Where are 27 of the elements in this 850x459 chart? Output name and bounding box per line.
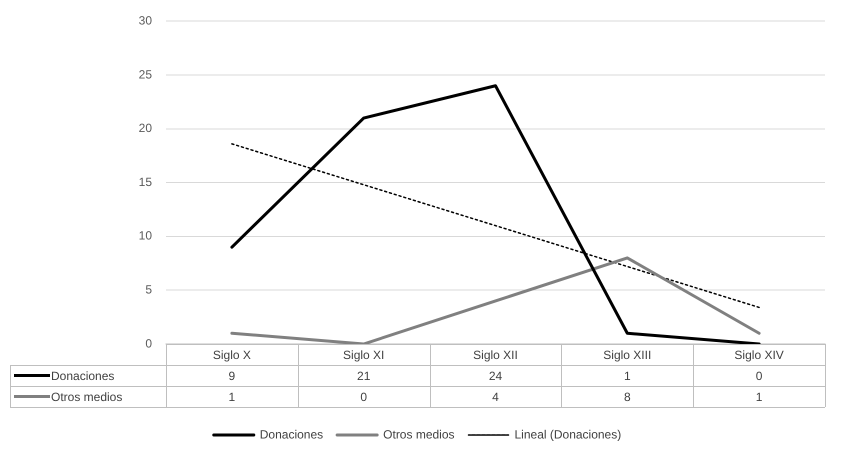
legend-label: Otros medios xyxy=(383,427,455,442)
data-label: 0 xyxy=(360,390,368,404)
y-tick-label: 10 xyxy=(138,228,152,243)
data-label: 0 xyxy=(756,368,763,383)
data-label: 9 xyxy=(228,368,236,383)
data-label: 24 xyxy=(488,368,502,383)
y-tick-label: 5 xyxy=(145,282,152,297)
data-label: 1 xyxy=(228,390,236,404)
x-tick-label: Siglo XI xyxy=(343,348,384,362)
y-tick-label: 15 xyxy=(138,174,152,189)
data-label: 21 xyxy=(357,368,371,383)
legend-label: Donaciones xyxy=(260,427,324,442)
data-label: 4 xyxy=(492,390,500,404)
y-tick-label: 20 xyxy=(138,121,152,136)
data-label: 8 xyxy=(624,390,631,404)
data-label: 1 xyxy=(756,390,763,404)
x-tick-label: Siglo XII xyxy=(473,348,518,362)
text: Donaciones xyxy=(51,368,114,383)
legend-label: Lineal (Donaciones) xyxy=(514,427,622,442)
x-tick-label: Siglo XIII xyxy=(603,348,652,362)
x-tick-label: Siglo X xyxy=(212,348,251,362)
y-tick-label: 0 xyxy=(145,336,152,350)
y-tick-label: 25 xyxy=(138,67,152,82)
text: Otros medios xyxy=(51,390,122,404)
data-label: 1 xyxy=(624,368,631,383)
y-tick-label: 30 xyxy=(138,14,152,28)
x-tick-label: Siglo XIV xyxy=(734,348,784,362)
